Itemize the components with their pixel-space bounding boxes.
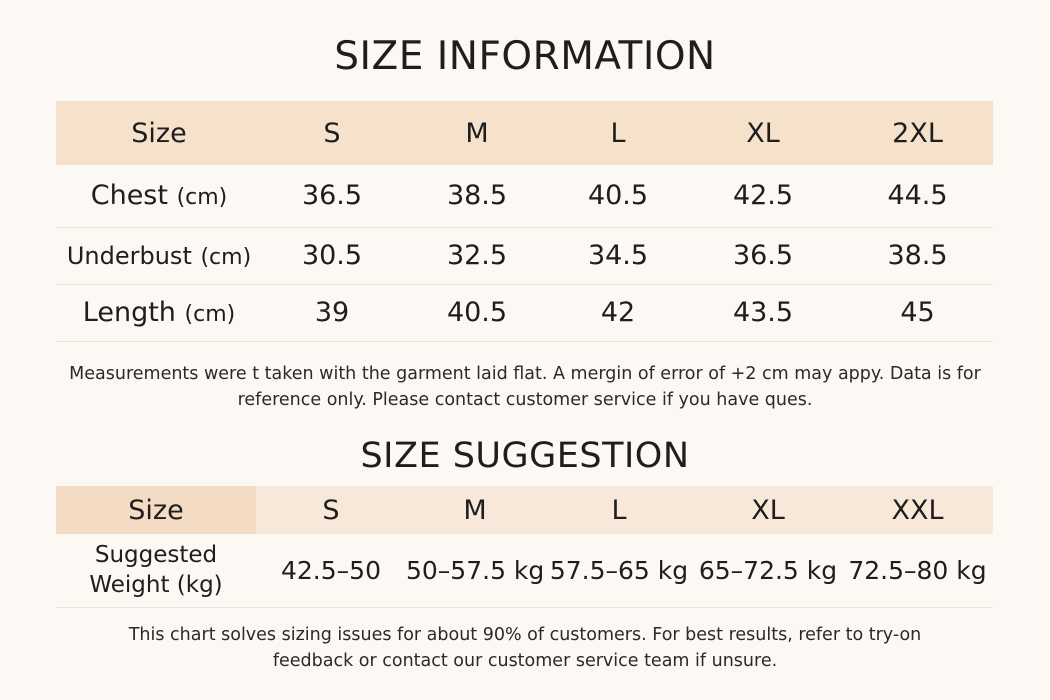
row-label-text: Chest	[90, 180, 168, 212]
row-label-text: Underbust	[66, 242, 192, 270]
table-cell: 32.5	[402, 227, 552, 285]
suggestion-note: This chart solves sizing issues for abou…	[0, 622, 1050, 674]
header-cell: XXL	[842, 486, 993, 534]
size-information-table: Size S M L XL 2XL Chest (cm) 36.5 38.5 4…	[56, 101, 993, 342]
table-cell: 36.5	[684, 227, 842, 285]
table-cell: 65–72.5 kg	[694, 534, 842, 608]
header-cell: Size	[56, 101, 262, 165]
measurement-note: Measurements were t taken with the garme…	[0, 361, 1050, 413]
header-cell: 2XL	[842, 101, 993, 165]
row-label-line: Weight (kg)	[89, 572, 223, 599]
row-label-unit: (cm)	[200, 245, 252, 270]
size-header-row: Size S M L XL XXL	[56, 486, 993, 534]
table-cell: 36.5	[262, 165, 402, 228]
header-cell: S	[256, 486, 406, 534]
header-cell: XL	[694, 486, 842, 534]
table-cell: 45	[842, 284, 993, 342]
table-row-suggested-weight: Suggested Weight (kg) 42.5–50 50–57.5 kg…	[56, 534, 993, 608]
table-cell: 34.5	[552, 227, 684, 285]
header-cell: S	[262, 101, 402, 165]
note-line: reference only. Please contact customer …	[237, 390, 813, 410]
row-label: Suggested Weight (kg)	[56, 534, 256, 608]
table-row-underbust: Underbust (cm) 30.5 32.5 34.5 36.5 38.5	[56, 227, 993, 285]
size-header-row: Size S M L XL 2XL	[56, 101, 993, 165]
header-cell: XL	[684, 101, 842, 165]
table-cell: 39	[262, 284, 402, 342]
size-information-title: SIZE INFORMATION	[334, 34, 716, 79]
table-cell: 42.5	[684, 165, 842, 228]
table-cell: 44.5	[842, 165, 993, 228]
table-cell: 72.5–80 kg	[842, 534, 993, 608]
table-row-length: Length (cm) 39 40.5 42 43.5 45	[56, 284, 993, 342]
header-cell: Size	[56, 486, 256, 534]
table-cell: 30.5	[262, 227, 402, 285]
size-suggestion-table: Size S M L XL XXL Suggested Weight (kg) …	[56, 486, 993, 608]
table-cell: 50–57.5 kg	[406, 534, 544, 608]
table-cell: 40.5	[402, 284, 552, 342]
table-cell: 38.5	[842, 227, 993, 285]
row-label-line: Suggested	[94, 542, 218, 569]
header-cell: L	[544, 486, 694, 534]
note-line: Measurements were t taken with the garme…	[69, 364, 981, 384]
row-label: Underbust (cm)	[56, 227, 262, 285]
header-cell: M	[406, 486, 544, 534]
header-cell: L	[552, 101, 684, 165]
row-label: Chest (cm)	[56, 165, 262, 228]
note-line: feedback or contact our customer service…	[272, 651, 778, 671]
row-label-unit: (cm)	[184, 302, 236, 327]
header-cell: M	[402, 101, 552, 165]
row-label: Length (cm)	[56, 284, 262, 342]
row-label-unit: (cm)	[176, 185, 228, 211]
table-cell: 40.5	[552, 165, 684, 228]
table-cell: 42.5–50	[256, 534, 406, 608]
table-cell: 42	[552, 284, 684, 342]
note-line: This chart solves sizing issues for abou…	[128, 625, 922, 645]
size-suggestion-title: SIZE SUGGESTION	[360, 436, 690, 476]
table-cell: 43.5	[684, 284, 842, 342]
table-cell: 38.5	[402, 165, 552, 228]
row-label-text: Length	[82, 297, 176, 328]
table-cell: 57.5–65 kg	[544, 534, 694, 608]
table-row-chest: Chest (cm) 36.5 38.5 40.5 42.5 44.5	[56, 165, 993, 228]
